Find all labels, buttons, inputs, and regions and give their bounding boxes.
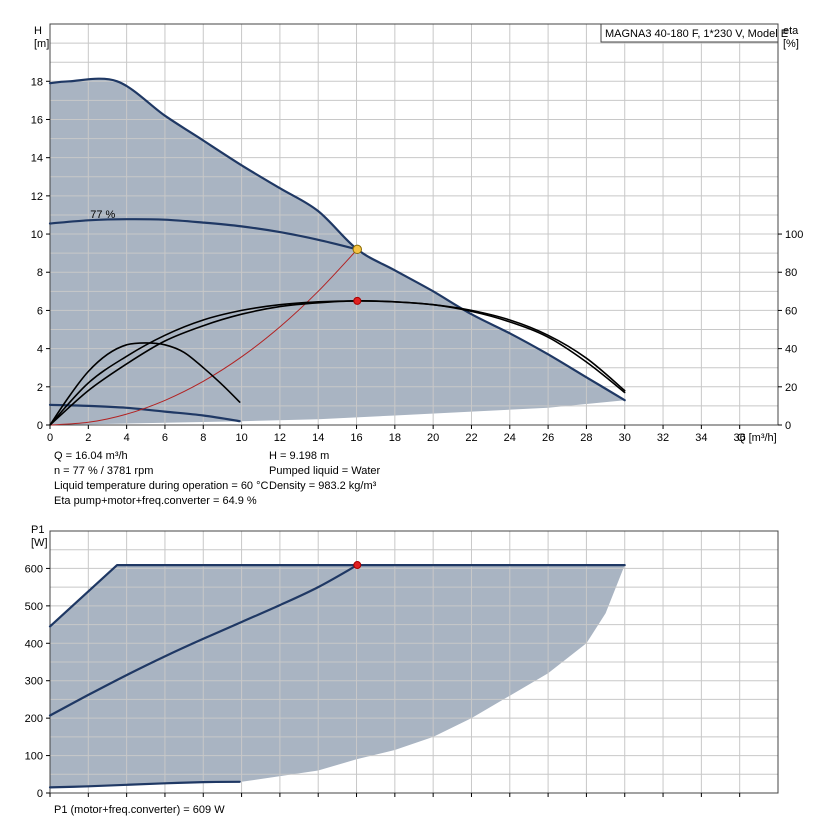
x-tick-label: 22 xyxy=(465,432,477,444)
operating-area xyxy=(50,565,625,788)
info-liquid-temp: Liquid temperature during operation = 60… xyxy=(54,480,269,492)
y-tick-label: 100 xyxy=(25,751,43,763)
x-tick-label: 12 xyxy=(274,432,286,444)
y-axis-label: [m] xyxy=(34,38,49,50)
x-tick-label: 30 xyxy=(619,432,631,444)
x-tick-label: 28 xyxy=(580,432,592,444)
curve-duty-power-curve xyxy=(48,564,359,717)
info-speed: n = 77 % / 3781 rpm xyxy=(54,465,154,477)
y2-tick-label: 0 xyxy=(785,420,791,432)
duty-operating-point xyxy=(352,244,362,255)
x-tick-label: 0 xyxy=(47,432,53,444)
y2-tick-label: 60 xyxy=(785,305,797,317)
curve-min-power-curve xyxy=(48,780,241,789)
y-tick-label: 8 xyxy=(37,267,43,279)
info-left: Q = 16.04 m³/h n = 77 % / 3781 rpm Liqui… xyxy=(54,449,268,509)
y2-axis-label: eta xyxy=(783,25,799,37)
y2-tick-label: 80 xyxy=(785,267,797,279)
x-tick-label: 26 xyxy=(542,432,554,444)
x-tick-label: 2 xyxy=(85,432,91,444)
x-tick-label: 24 xyxy=(504,432,516,444)
curve-max-power-curve xyxy=(48,564,626,628)
y-tick-label: 14 xyxy=(31,153,43,165)
x-tick-label: 16 xyxy=(350,432,362,444)
y-tick-label: 12 xyxy=(31,191,43,203)
y-axis-label: [W] xyxy=(31,537,48,549)
y-tick-label: 4 xyxy=(37,344,43,356)
y-tick-label: 600 xyxy=(25,563,43,575)
y2-tick-label: 100 xyxy=(785,229,803,241)
x-tick-label: 6 xyxy=(162,432,168,444)
info-right: H = 9.198 m Pumped liquid = Water Densit… xyxy=(269,449,380,494)
y-axis-label: H xyxy=(34,25,42,37)
info-head: H = 9.198 m xyxy=(269,450,330,462)
x-tick-label: 18 xyxy=(389,432,401,444)
y-tick-label: 10 xyxy=(31,229,43,241)
info-power-footer: P1 (motor+freq.converter) = 609 W xyxy=(54,804,225,816)
chart-title-box xyxy=(600,23,779,43)
plot-frame xyxy=(49,530,779,794)
x-tick-label: 36 xyxy=(734,432,746,444)
y2-tick-label: 40 xyxy=(785,344,797,356)
curve-duty-speed-curve xyxy=(48,218,359,251)
y-tick-label: 2 xyxy=(37,382,43,394)
annotation-speed-percent: 77 % xyxy=(90,209,115,221)
x-tick-label: 14 xyxy=(312,432,324,444)
y-tick-label: 18 xyxy=(31,76,43,88)
y-tick-label: 300 xyxy=(25,676,43,688)
power-chart: 0 100 200 300 400 500 600 P1[W] xyxy=(25,524,779,800)
y2-axis-label: [%] xyxy=(783,38,799,50)
y-tick-label: 500 xyxy=(25,601,43,613)
info-pumped-liquid: Pumped liquid = Water xyxy=(269,465,381,477)
eta-operating-point xyxy=(353,296,362,305)
curve-max-speed-curve xyxy=(48,77,626,402)
curve-min-speed-curve xyxy=(48,403,241,423)
y-tick-label: 16 xyxy=(31,114,43,126)
chart-title: MAGNA3 40-180 F, 1*230 V, Model E xyxy=(605,28,788,40)
y-tick-label: 400 xyxy=(25,638,43,650)
info-flow: Q = 16.04 m³/h xyxy=(54,450,128,462)
x-tick-label: 32 xyxy=(657,432,669,444)
info-density: Density = 983.2 kg/m³ xyxy=(269,480,377,492)
head-efficiency-chart: 0 2 4 6 8 10 12 14 16 18 20 22 24 26 28 30 32 34 36Q [m³/h… xyxy=(31,23,803,444)
y2-tick-label: 20 xyxy=(785,382,797,394)
x-axis-label: Q [m³/h] xyxy=(737,432,777,444)
x-tick-label: 34 xyxy=(695,432,707,444)
power-operating-point xyxy=(353,561,362,570)
curve-eta-curve-2 xyxy=(49,300,626,426)
y-tick-label: 0 xyxy=(37,420,43,432)
y-tick-label: 0 xyxy=(37,788,43,800)
y-tick-label: 200 xyxy=(25,713,43,725)
operating-area xyxy=(50,78,625,425)
y-tick-label: 6 xyxy=(37,305,43,317)
curve-eta-curve-min xyxy=(49,342,241,426)
x-tick-label: 4 xyxy=(124,432,130,444)
y-axis-label: P1 xyxy=(31,524,44,536)
x-tick-label: 8 xyxy=(200,432,206,444)
x-tick-label: 10 xyxy=(235,432,247,444)
info-eta-total: Eta pump+motor+freq.converter = 64.9 % xyxy=(54,495,257,507)
x-tick-label: 20 xyxy=(427,432,439,444)
